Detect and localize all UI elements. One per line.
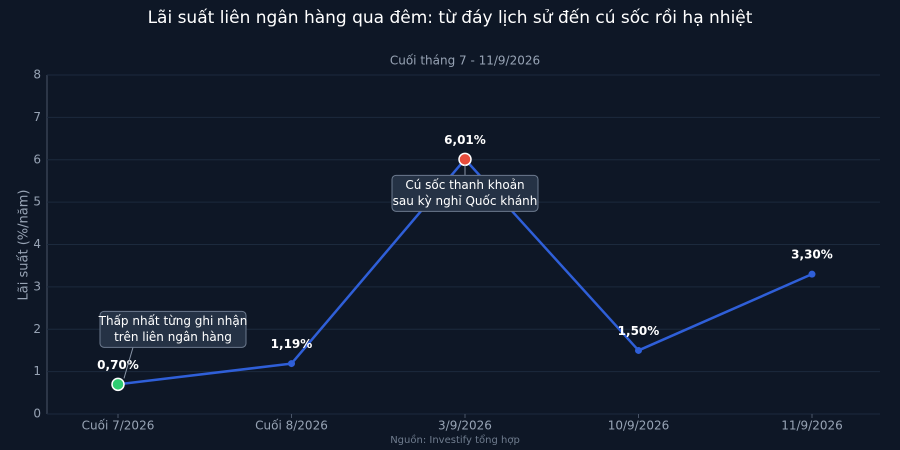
data-point (288, 360, 295, 368)
y-tick-label: 8 (33, 68, 41, 82)
x-tick-label: 3/9/2026 (438, 419, 492, 433)
chart-title: Lãi suất liên ngân hàng qua đêm: từ đáy … (148, 7, 753, 28)
annotation-text: trên liên ngân hàng (114, 330, 232, 344)
value-label: 6,01% (444, 133, 486, 147)
annotation-text: Cú sốc thanh khoản (405, 178, 524, 192)
y-tick-label: 0 (33, 407, 41, 421)
y-tick-label: 7 (33, 110, 41, 124)
value-label: 3,30% (791, 248, 833, 262)
annotation-text: sau kỳ nghỉ Quốc khánh (393, 194, 538, 208)
value-label: 0,70% (97, 358, 139, 372)
data-point (808, 270, 816, 278)
annotation-box (99, 310, 247, 348)
value-label: 1,19% (271, 337, 313, 351)
annotation-box (391, 174, 539, 212)
annotation-text: Thấp nhất từng ghi nhận (98, 314, 248, 328)
x-tick-label: Cuối 7/2026 (82, 419, 155, 433)
y-tick-label: 5 (33, 195, 41, 209)
y-tick-label: 2 (33, 322, 41, 336)
annotation-arrow (123, 347, 134, 379)
y-tick-label: 1 (33, 364, 41, 378)
chart-subtitle: Cuối tháng 7 - 11/9/2026 (390, 54, 540, 68)
y-tick-label: 3 (33, 279, 41, 293)
highlight-point (458, 152, 472, 167)
source-note: Nguồn: Investify tổng hợp (390, 433, 520, 446)
y-tick-label: 6 (33, 152, 41, 166)
highlight-point (111, 377, 125, 392)
x-tick-label: 10/9/2026 (608, 419, 670, 433)
y-axis-label: Lãi suất (%/năm) (17, 190, 32, 301)
data-point (635, 346, 642, 354)
y-tick-label: 4 (33, 237, 41, 251)
x-tick-label: 11/9/2026 (781, 419, 843, 433)
value-label: 1,50% (618, 324, 660, 338)
x-tick-label: Cuối 8/2026 (255, 419, 328, 433)
